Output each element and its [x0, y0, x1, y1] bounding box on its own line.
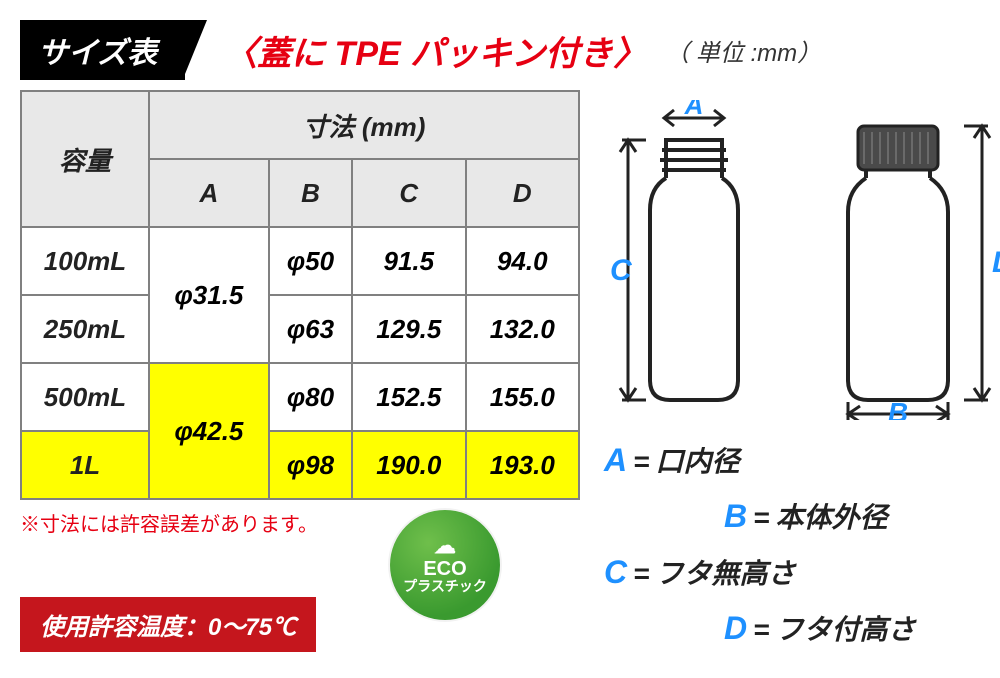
eco-text: ECO [423, 559, 466, 579]
legend-row-C: C = フタ無高さ [604, 552, 1000, 592]
cell-capacity: 1L [21, 431, 149, 499]
table-col-D: D [466, 159, 579, 227]
legend-text: フタ無高さ [655, 552, 795, 592]
cell-capacity: 500mL [21, 363, 149, 431]
tree-icon: ☁ [434, 535, 456, 557]
cell-D: 94.0 [466, 227, 579, 295]
legend-letter: B [724, 498, 747, 535]
cell-B: φ63 [269, 295, 352, 363]
cell-D: 132.0 [466, 295, 579, 363]
tpe-packing-title: 〈蓋に TPE パッキン付き〉 [223, 26, 647, 75]
cell-D: 155.0 [466, 363, 579, 431]
cell-C: 91.5 [352, 227, 465, 295]
table-row: 500mL φ42.5 φ80 152.5 155.0 [21, 363, 579, 431]
legend-row-B: B = 本体外径 [724, 496, 1000, 536]
cell-B: φ80 [269, 363, 352, 431]
unit-label: （ 単位 :mm） [665, 33, 821, 68]
cell-B: φ50 [269, 227, 352, 295]
eco-plastic-text: プラスチック [403, 579, 487, 594]
cell-A: φ31.5 [149, 227, 269, 363]
bottle-diagrams: A C [604, 100, 1000, 420]
size-table: 容量 寸法 (mm) A B C D 100mL φ31.5 φ50 91.5 … [20, 90, 580, 500]
table-row: 1L φ98 190.0 193.0 [21, 431, 579, 499]
table-header-capacity: 容量 [21, 91, 149, 227]
table-col-B: B [269, 159, 352, 227]
cell-C: 152.5 [352, 363, 465, 431]
bottle-cap-icon [858, 126, 938, 170]
tolerance-note: ※寸法には許容誤差があります。 [20, 508, 580, 537]
cell-A: φ42.5 [149, 363, 269, 499]
diagram-label-D: D [992, 246, 1000, 279]
legend-equals: = [633, 446, 649, 478]
temperature-badge: 使用許容温度：0〜75℃ [20, 597, 316, 652]
legend-letter: D [724, 610, 747, 647]
legend-equals: = [753, 502, 769, 534]
bottle-with-cap-diagram: D B [814, 100, 1000, 420]
legend-letter: C [604, 554, 627, 591]
table-row: 250mL φ63 129.5 132.0 [21, 295, 579, 363]
dimension-legend: A = 口内径 B = 本体外径 C = フタ無高さ D = フタ付高さ [604, 440, 1000, 648]
diagram-label-C: C [610, 254, 633, 287]
legend-equals: = [753, 614, 769, 646]
table-col-C: C [352, 159, 465, 227]
legend-text: フタ付高さ [775, 608, 915, 648]
eco-plastic-badge: ☁ ECO プラスチック [390, 510, 500, 620]
table-row: 100mL φ31.5 φ50 91.5 94.0 [21, 227, 579, 295]
table-header-dimensions: 寸法 (mm) [149, 91, 579, 159]
size-table-badge: サイズ表 [20, 20, 185, 80]
cell-B: φ98 [269, 431, 352, 499]
legend-text: 口内径 [655, 440, 739, 480]
diagram-label-A: A [684, 100, 704, 120]
legend-equals: = [633, 558, 649, 590]
legend-row-D: D = フタ付高さ [724, 608, 1000, 648]
cell-C: 129.5 [352, 295, 465, 363]
legend-row-A: A = 口内径 [604, 440, 1000, 480]
cell-capacity: 100mL [21, 227, 149, 295]
table-col-A: A [149, 159, 269, 227]
legend-text: 本体外径 [775, 496, 887, 536]
bottle-no-cap-diagram: A C [604, 100, 784, 420]
legend-letter: A [604, 442, 627, 479]
cell-C: 190.0 [352, 431, 465, 499]
cell-capacity: 250mL [21, 295, 149, 363]
cell-D: 193.0 [466, 431, 579, 499]
